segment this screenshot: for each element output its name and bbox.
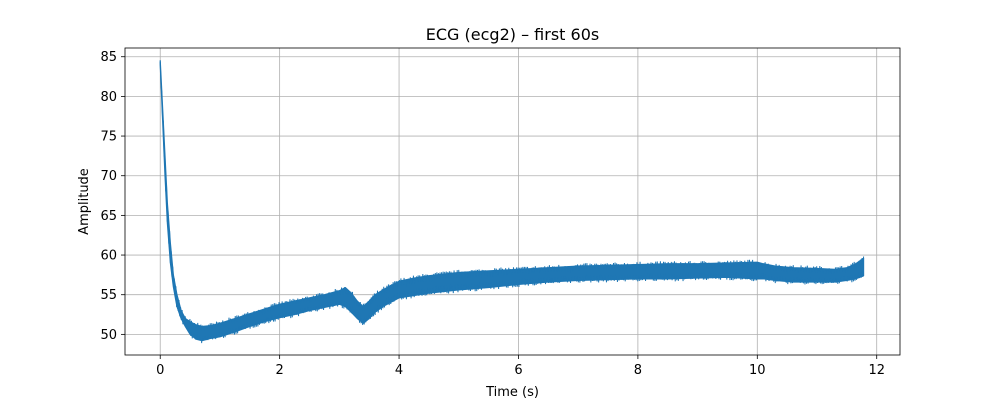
x-tick-label: 8 [634,363,642,378]
x-tick-label: 0 [156,363,164,378]
y-tick-label: 50 [100,328,117,343]
axes-frame [124,47,901,356]
ecg-trace-line [159,61,865,344]
y-tick-label: 60 [100,249,117,264]
y-tick-label: 80 [100,90,117,105]
x-tick-label: 6 [514,363,522,378]
y-tick-label: 65 [100,209,117,224]
y-tick-label: 85 [100,50,117,65]
axis-ticks: 0 2 4 6 8 10 12 50 55 60 65 70 75 80 85 [100,50,885,378]
plot-area [159,60,865,344]
x-tick-label: 4 [395,363,403,378]
y-tick-label: 75 [100,130,117,145]
x-tick-label: 2 [276,363,284,378]
x-tick-label: 12 [868,363,885,378]
y-tick-label: 70 [100,169,117,184]
grid-lines [125,48,900,355]
x-tick-label: 10 [749,363,766,378]
y-axis-label: Amplitude [77,168,92,235]
chart-title: ECG (ecg2) – first 60s [426,25,599,44]
x-axis-label: Time (s) [485,385,539,400]
y-tick-label: 55 [100,288,117,303]
